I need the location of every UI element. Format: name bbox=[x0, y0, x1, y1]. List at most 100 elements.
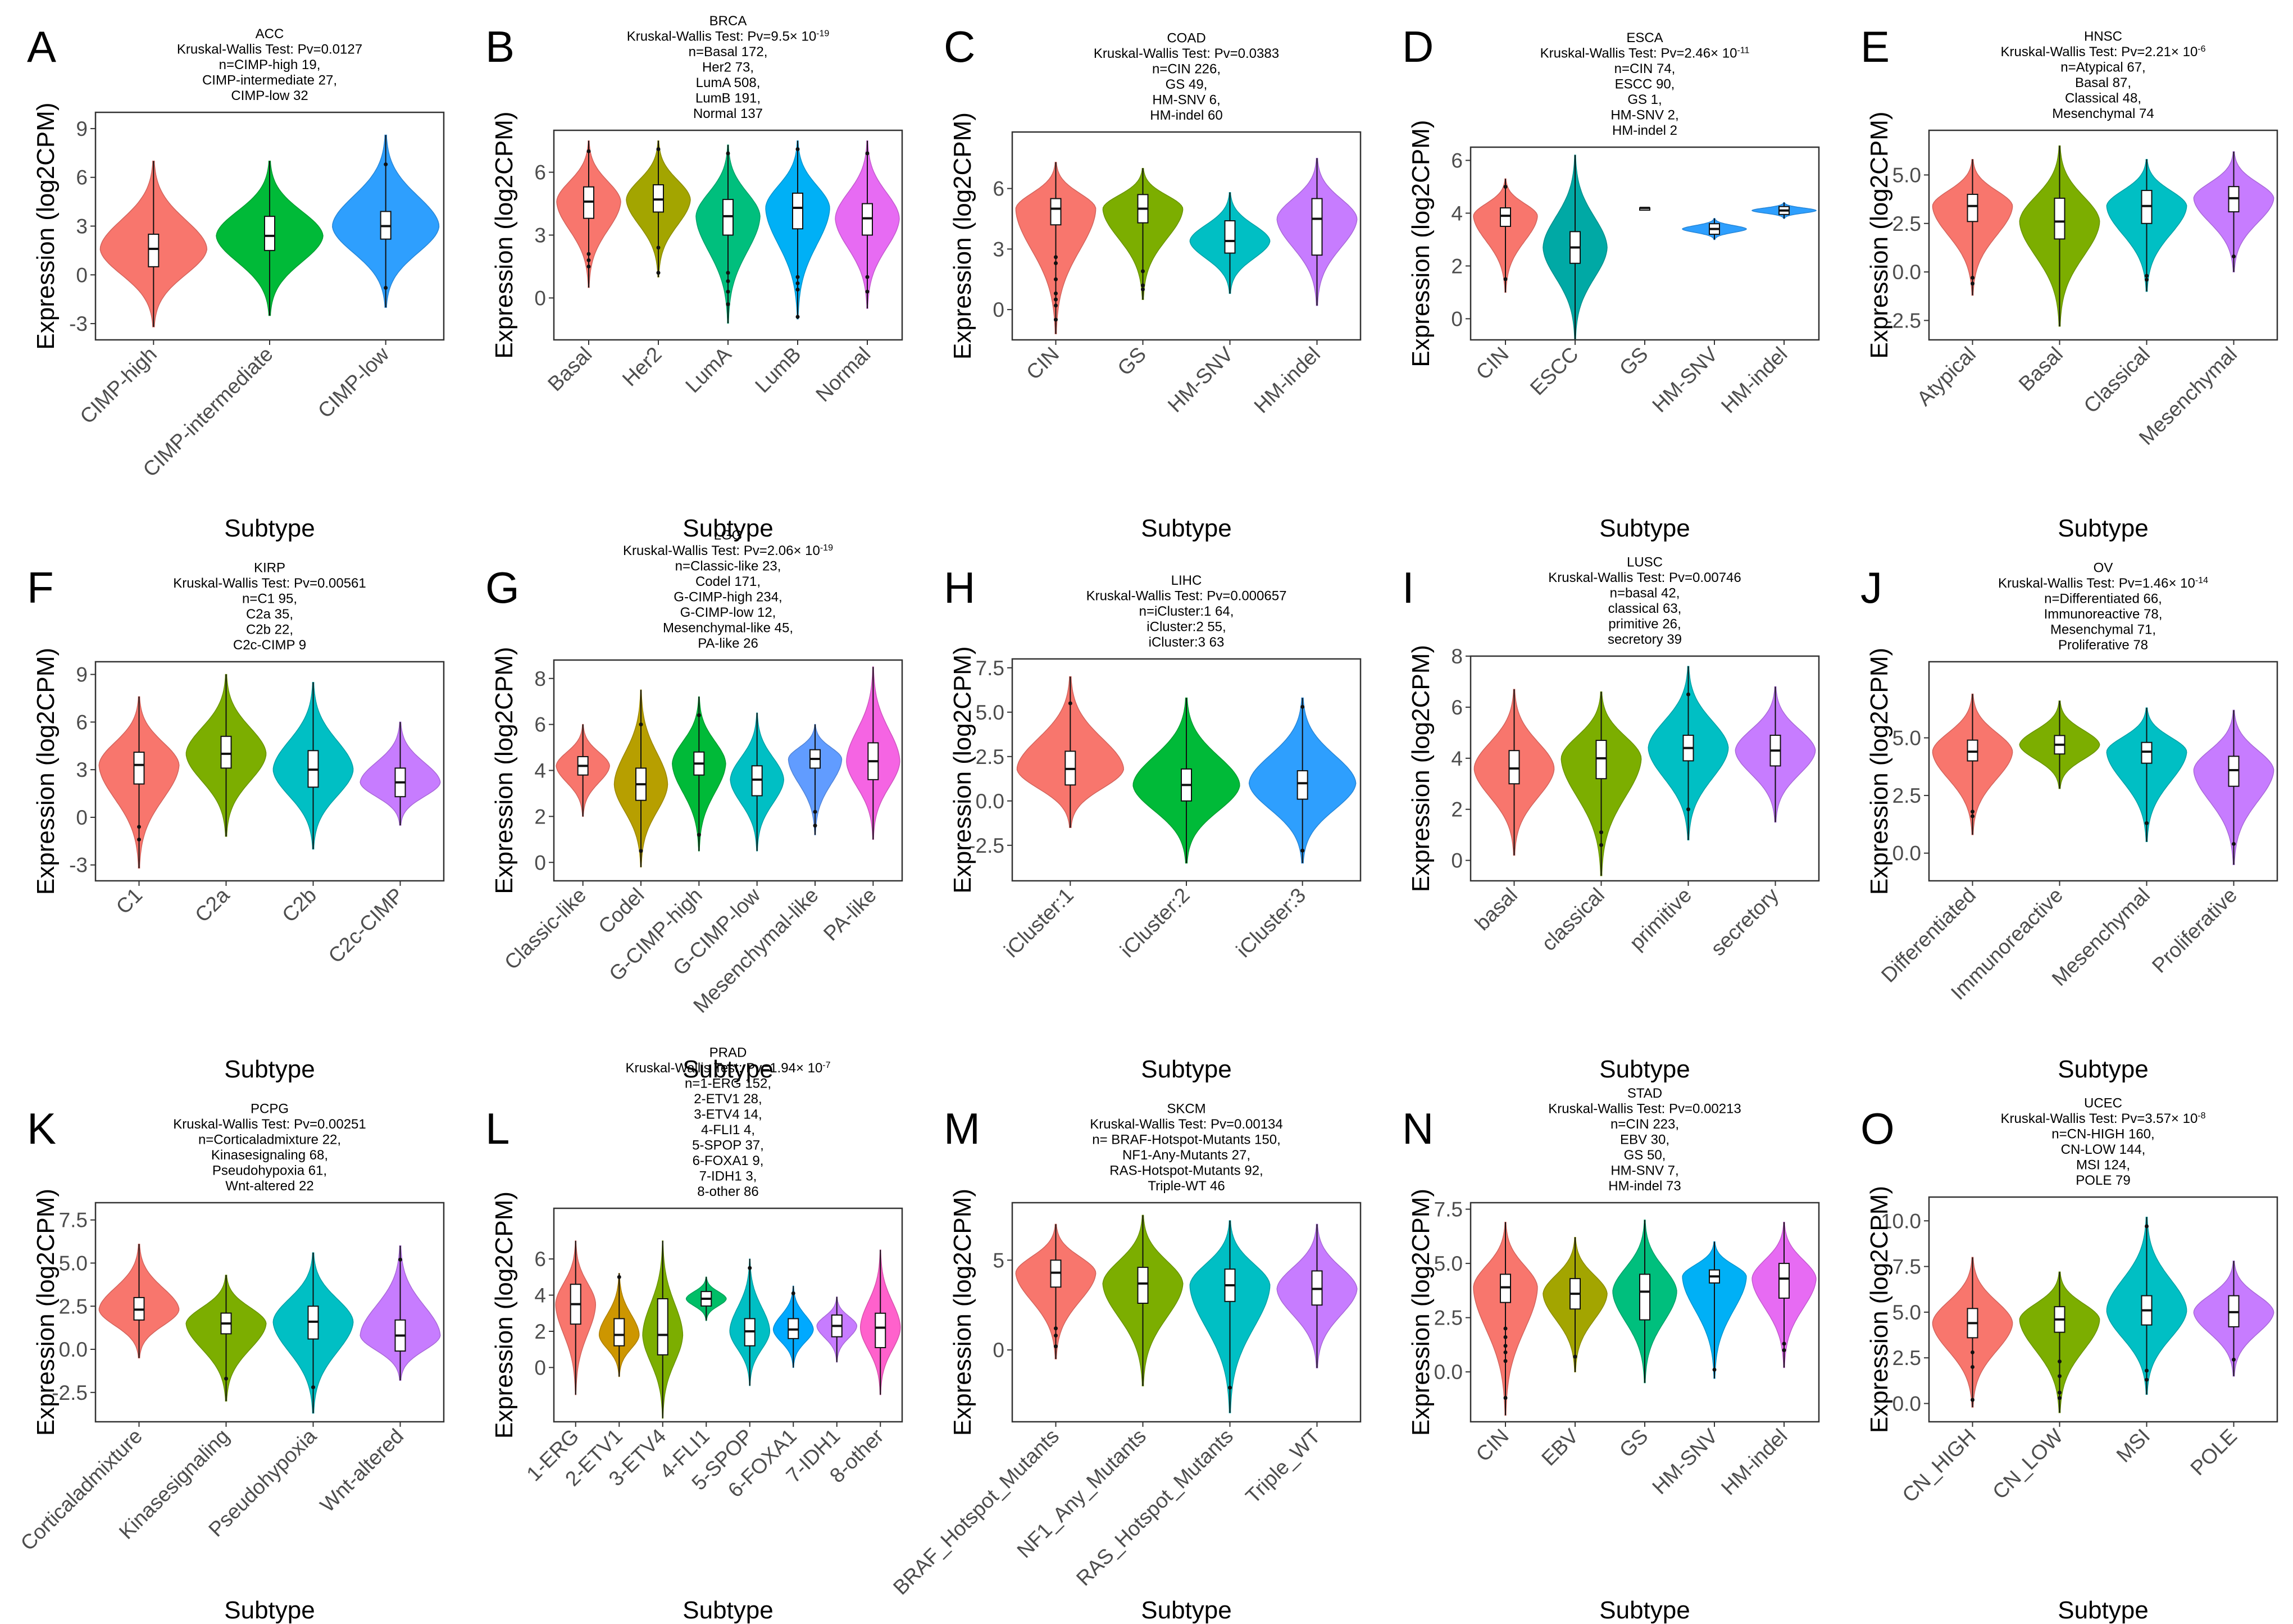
chart-subtitle-line: Proliferative 78 bbox=[2058, 638, 2148, 653]
y-axis-label: Expression (log2CPM) bbox=[490, 1191, 518, 1439]
outlier-point bbox=[2232, 1357, 2236, 1362]
outlier-point bbox=[1599, 830, 1603, 835]
panel-letter: D bbox=[1402, 22, 1434, 71]
box bbox=[1639, 1273, 1650, 1321]
plot-area bbox=[1932, 145, 2274, 327]
chart-subtitle-line: n=CIN 74, bbox=[1614, 61, 1676, 76]
box bbox=[1311, 198, 1323, 256]
y-tick-label: -3 bbox=[69, 854, 88, 877]
chart-subtitle-line: LumB 191, bbox=[695, 91, 761, 106]
chart-subtitle-line: Kinasesignaling 68, bbox=[211, 1148, 328, 1163]
box bbox=[2141, 742, 2153, 764]
outlier-point bbox=[311, 1385, 315, 1390]
chart-subtitle-line: iCluster:2 55, bbox=[1146, 620, 1226, 635]
chart-subtitle-line: secretory 39 bbox=[1608, 632, 1682, 647]
chart-subtitle-line: Kruskal-Wallis Test: Pv=9.5× 10-19 bbox=[627, 29, 830, 44]
plot-area bbox=[1015, 1214, 1358, 1413]
panel-d: D ESCA Kruskal-Wallis Test: Pv=2.46× 10-11… bbox=[1375, 0, 1834, 542]
chart-subtitle-line: n=Basal 172, bbox=[689, 44, 768, 60]
outlier-point bbox=[656, 245, 661, 250]
outlier-point bbox=[1054, 261, 1058, 265]
outlier-point bbox=[1503, 184, 1508, 189]
outlier-point bbox=[1686, 692, 1690, 697]
y-axis-label: Expression (log2CPM) bbox=[32, 102, 60, 349]
chart-title: LUSC bbox=[1627, 555, 1663, 570]
y-axis-label: Expression (log2CPM) bbox=[1866, 1186, 1893, 1433]
y-tick-label: 4 bbox=[1451, 202, 1463, 225]
outlier-point bbox=[384, 162, 388, 167]
outlier-point bbox=[1141, 287, 1145, 292]
x-tick-label: PA-like bbox=[819, 884, 881, 945]
y-tick-label: 2.5 bbox=[1892, 212, 1921, 235]
x-tick-label: Basal bbox=[543, 343, 596, 395]
chart-subtitle-line: Triple-WT 46 bbox=[1148, 1179, 1225, 1194]
chart-subtitle-line: CN-LOW 144, bbox=[2061, 1142, 2146, 1157]
y-tick-label: 6 bbox=[993, 178, 1004, 201]
y-tick-label: 6 bbox=[1451, 149, 1463, 172]
outlier-point bbox=[2232, 254, 2236, 258]
outlier-point bbox=[865, 151, 870, 156]
plot-border bbox=[1011, 131, 1362, 341]
chart-title: SKCM bbox=[1167, 1102, 1205, 1117]
x-tick-label: GS bbox=[1113, 343, 1150, 380]
outlier-point bbox=[1971, 1350, 1974, 1354]
plot-border bbox=[1928, 661, 2278, 882]
outlier-point bbox=[1971, 809, 1974, 814]
y-tick-label: 6 bbox=[534, 713, 546, 736]
plot-area bbox=[99, 134, 440, 327]
y-tick-label: 0 bbox=[534, 851, 546, 874]
y-axis-label: Expression (log2CPM) bbox=[490, 647, 518, 894]
y-tick-label: 4 bbox=[1451, 747, 1463, 770]
plot-border bbox=[94, 1202, 445, 1423]
x-tick-label: Codel bbox=[594, 884, 648, 938]
chart-subtitle-line: Her2 73, bbox=[702, 60, 754, 75]
x-tick-label: Basal bbox=[2014, 343, 2067, 395]
x-axis-label: Subtype bbox=[2058, 515, 2148, 542]
chart-subtitle-line: POLE 79 bbox=[2076, 1173, 2130, 1188]
chart-title: KIRP bbox=[254, 561, 285, 576]
y-tick-label: 5.0 bbox=[1892, 726, 1921, 749]
chart-subtitle-line: 5-SPOP 37, bbox=[692, 1138, 764, 1153]
chart-subtitle-line: n=CIN 226, bbox=[1152, 62, 1221, 77]
panel-letter: O bbox=[1860, 1104, 1895, 1153]
chart-subtitle-line: RAS-Hotspot-Mutants 92, bbox=[1109, 1163, 1263, 1179]
x-axis-label: Subtype bbox=[1599, 1596, 1690, 1624]
x-axis-label: Subtype bbox=[1599, 1056, 1690, 1083]
outlier-point bbox=[1599, 843, 1603, 847]
plot-area bbox=[1473, 1220, 1817, 1416]
outlier-point bbox=[1971, 814, 1974, 818]
chart-title: PCPG bbox=[251, 1102, 289, 1117]
x-tick-label: CIN bbox=[1022, 343, 1063, 384]
y-axis-label: Expression (log2CPM) bbox=[1866, 648, 1893, 895]
y-tick-label: -3 bbox=[69, 312, 88, 335]
plot-area bbox=[556, 666, 900, 868]
chart-subtitle-line: GS 50, bbox=[1624, 1148, 1666, 1163]
x-tick-label: Classical bbox=[2079, 343, 2154, 418]
outlier-point bbox=[795, 275, 800, 279]
chart-subtitle-line: Kruskal-Wallis Test: Pv=0.00213 bbox=[1548, 1102, 1741, 1117]
outlier-point bbox=[697, 713, 701, 717]
x-tick-label: Classic-like bbox=[500, 884, 590, 974]
outlier-point bbox=[1503, 1335, 1508, 1339]
box bbox=[264, 216, 275, 251]
box bbox=[1224, 220, 1236, 254]
plot-border bbox=[1469, 655, 1820, 882]
x-tick-label: iCluster:3 bbox=[1232, 884, 1310, 962]
outlier-point bbox=[1228, 1385, 1232, 1390]
outlier-point bbox=[1712, 1367, 1717, 1372]
panel-letter: K bbox=[27, 1104, 56, 1153]
chart-subtitle-line: HM-SNV 6, bbox=[1152, 93, 1220, 108]
y-tick-label: 8 bbox=[1451, 645, 1463, 668]
outlier-point bbox=[398, 1257, 402, 1262]
chart-subtitle-line: Basal 87, bbox=[2075, 75, 2131, 90]
y-tick-label: 0.0 bbox=[1892, 1392, 1921, 1415]
x-tick-label: basal bbox=[1471, 884, 1522, 935]
chart-subtitle-line: Mesenchymal 74 bbox=[2052, 106, 2154, 121]
plot-area bbox=[98, 1243, 441, 1414]
